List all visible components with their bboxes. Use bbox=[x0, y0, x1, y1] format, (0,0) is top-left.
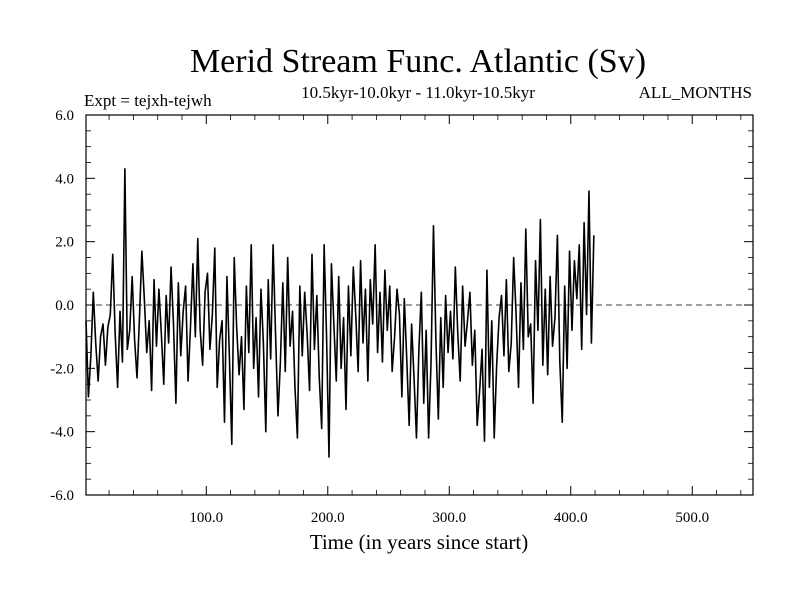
x-tick-label: 200.0 bbox=[311, 510, 345, 526]
y-tick-label: 4.0 bbox=[55, 171, 74, 187]
x-tick-label: 400.0 bbox=[554, 510, 588, 526]
x-tick-label: 300.0 bbox=[432, 510, 466, 526]
y-tick-label: 6.0 bbox=[55, 108, 74, 124]
y-tick-label: 0.0 bbox=[55, 298, 74, 314]
x-axis-label: Time (in years since start) bbox=[310, 530, 529, 554]
chart-title: Merid Stream Func. Atlantic (Sv) bbox=[190, 43, 646, 80]
expt-label: Expt = tejxh-tejwh bbox=[84, 91, 212, 110]
series-line bbox=[85, 168, 595, 458]
y-tick-label: -6.0 bbox=[50, 488, 74, 504]
y-tick-label: -2.0 bbox=[50, 361, 74, 377]
x-tick-label: 100.0 bbox=[189, 510, 223, 526]
chart-subtitle: 10.5kyr-10.0kyr - 11.0kyr-10.5kyr bbox=[301, 83, 535, 102]
x-tick-label: 500.0 bbox=[675, 510, 709, 526]
months-label: ALL_MONTHS bbox=[639, 83, 752, 102]
y-tick-label: -4.0 bbox=[50, 425, 74, 441]
x-axis: 100.0 200.0 300.0 400.0 500.0 bbox=[108, 115, 742, 526]
y-tick-label: 2.0 bbox=[55, 235, 74, 251]
